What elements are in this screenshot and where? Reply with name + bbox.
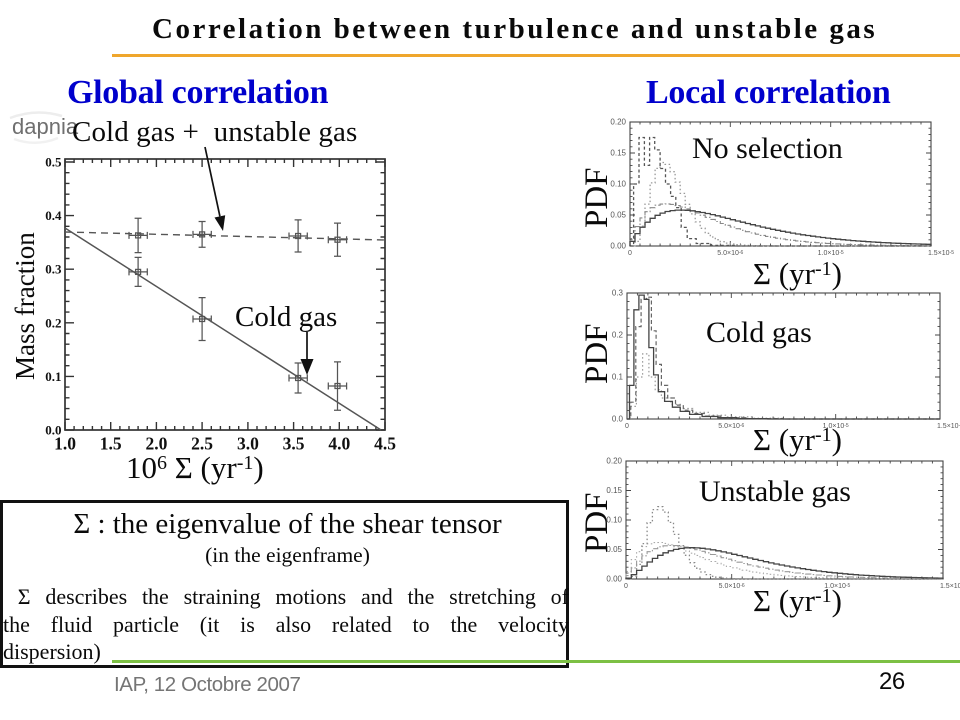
svg-text:0.4: 0.4 bbox=[45, 208, 62, 223]
svg-text:0: 0 bbox=[624, 583, 628, 590]
svg-text:3.0: 3.0 bbox=[237, 434, 259, 454]
svg-text:1.0×10-5: 1.0×10-5 bbox=[818, 250, 844, 258]
svg-text:0.00: 0.00 bbox=[606, 575, 622, 584]
svg-text:1.5×10-5: 1.5×10-5 bbox=[937, 423, 960, 431]
svg-text:0.20: 0.20 bbox=[610, 118, 626, 127]
svg-text:1.5×10-5: 1.5×10-5 bbox=[928, 250, 954, 258]
svg-text:3.5: 3.5 bbox=[283, 434, 305, 454]
svg-text:0.3: 0.3 bbox=[612, 289, 624, 298]
svg-text:0.05: 0.05 bbox=[610, 211, 626, 220]
svg-text:0.0: 0.0 bbox=[45, 423, 61, 438]
svg-text:1.5: 1.5 bbox=[100, 434, 122, 454]
svg-text:0.15: 0.15 bbox=[606, 486, 622, 495]
svg-text:0.15: 0.15 bbox=[610, 149, 626, 158]
svg-text:0.0: 0.0 bbox=[612, 415, 624, 424]
svg-text:0.05: 0.05 bbox=[606, 545, 622, 554]
svg-text:0.2: 0.2 bbox=[45, 315, 61, 330]
svg-text:4.5: 4.5 bbox=[374, 434, 396, 454]
svg-text:1.0×10-5: 1.0×10-5 bbox=[823, 423, 849, 431]
svg-text:0: 0 bbox=[628, 250, 632, 257]
svg-text:1.5×10-5: 1.5×10-5 bbox=[940, 583, 960, 591]
svg-text:2.5: 2.5 bbox=[191, 434, 213, 454]
svg-text:0.1: 0.1 bbox=[612, 373, 624, 382]
svg-text:1.0×10-5: 1.0×10-5 bbox=[824, 583, 850, 591]
svg-text:0.2: 0.2 bbox=[612, 331, 624, 340]
svg-text:0.20: 0.20 bbox=[606, 457, 622, 466]
svg-text:0.10: 0.10 bbox=[606, 516, 622, 525]
svg-text:0.00: 0.00 bbox=[610, 242, 626, 251]
svg-text:5.0×10-6: 5.0×10-6 bbox=[719, 583, 745, 591]
svg-text:0.10: 0.10 bbox=[610, 180, 626, 189]
svg-text:5.0×10-6: 5.0×10-6 bbox=[718, 423, 744, 431]
svg-text:2.0: 2.0 bbox=[145, 434, 167, 454]
svg-text:1.0: 1.0 bbox=[54, 434, 76, 454]
svg-text:0.3: 0.3 bbox=[45, 262, 62, 277]
svg-text:0: 0 bbox=[625, 423, 629, 430]
svg-text:0.1: 0.1 bbox=[45, 369, 61, 384]
svg-text:4.0: 4.0 bbox=[328, 434, 350, 454]
svg-text:5.0×10-6: 5.0×10-6 bbox=[717, 250, 743, 258]
svg-text:0.5: 0.5 bbox=[45, 155, 62, 170]
